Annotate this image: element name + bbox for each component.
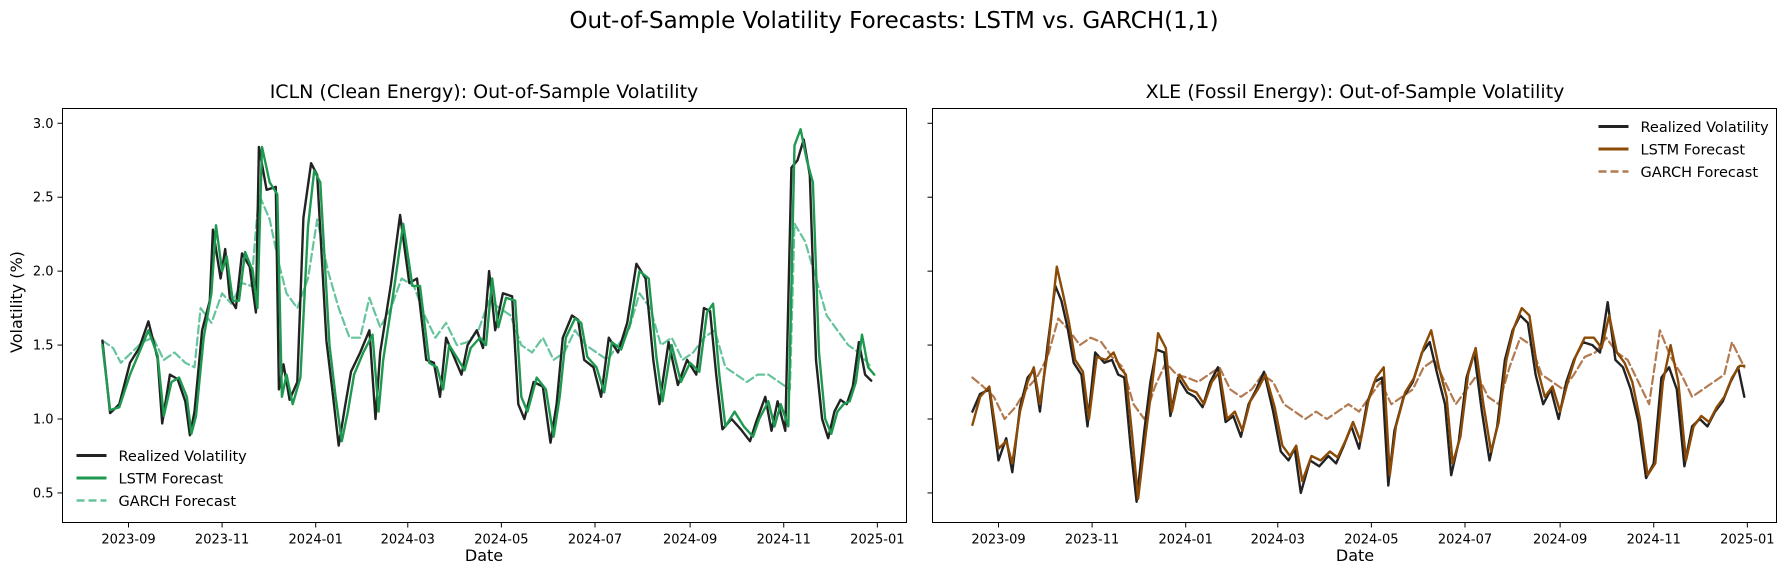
xle-legend-item-lstm-forecast: LSTM Forecast	[1598, 143, 1746, 159]
icln-panel: ICLN (Clean Energy): Out-of-Sample Volat…	[7, 81, 907, 565]
xle-legend: Realized Volatility LSTM Forecast GARCH Fo…	[1598, 120, 1770, 181]
icln-x-tick-label: 2024-03	[381, 533, 435, 548]
icln-y-axis-label: Volatility (%)	[7, 251, 26, 353]
xle-x-axis-label: Date	[1336, 546, 1374, 565]
icln-legend: Realized Volatility LSTM Forecast GARCH Fo…	[76, 449, 248, 510]
icln-garch-forecast-line	[101, 193, 873, 391]
icln-y-tick-label: 1.0	[33, 413, 54, 428]
icln-legend-item-realized-volatility: Realized Volatility	[76, 449, 248, 465]
icln-x-tick-label: 2024-11	[757, 533, 811, 548]
icln-ticks: 0.5 1.0 1.5 2.0 2.5 3.0 2023-09 2023-11 2024-01 2…	[33, 117, 905, 548]
icln-y-tick-label: 2.5	[33, 191, 54, 206]
icln-y-tick-label: 1.5	[33, 339, 54, 354]
icln-x-tick-label: 2024-09	[663, 533, 717, 548]
icln-panel-title: ICLN (Clean Energy): Out-of-Sample Volat…	[270, 81, 699, 103]
figure-title: Out-of-Sample Volatility Forecasts: LSTM…	[569, 8, 1218, 34]
xle-lstm-forecast-line	[971, 265, 1746, 500]
xle-x-tick-label: 2024-07	[1438, 533, 1492, 548]
icln-x-tick-label: 2024-05	[474, 533, 528, 548]
xle-panel: XLE (Fossil Energy): Out-of-Sample Volat…	[927, 81, 1777, 565]
icln-legend-label: Realized Volatility	[119, 449, 248, 465]
xle-x-tick-label: 2024-03	[1251, 533, 1305, 548]
xle-panel-title: XLE (Fossil Energy): Out-of-Sample Volat…	[1146, 81, 1565, 103]
icln-x-tick-label: 2024-01	[289, 533, 343, 548]
xle-x-tick-label: 2024-11	[1627, 533, 1681, 548]
xle-x-tick-label: 2025-01	[1720, 533, 1774, 548]
xle-legend-item-garch-forecast: GARCH Forecast	[1598, 165, 1759, 181]
icln-axes-frame	[62, 108, 907, 523]
icln-y-tick-label: 3.0	[33, 117, 54, 132]
icln-x-tick-label: 2023-09	[101, 533, 155, 548]
xle-x-tick-label: 2024-09	[1533, 533, 1587, 548]
xle-plot-area	[971, 265, 1746, 503]
xle-legend-label: Realized Volatility	[1641, 120, 1770, 136]
icln-y-tick-label: 2.0	[33, 265, 54, 280]
xle-legend-label: GARCH Forecast	[1641, 165, 1759, 181]
icln-lstm-forecast-line	[101, 127, 876, 443]
icln-plot-area	[101, 127, 876, 447]
icln-x-tick-label: 2023-11	[195, 533, 249, 548]
xle-x-tick-label: 2023-09	[971, 533, 1025, 548]
icln-x-axis-label: Date	[465, 546, 503, 565]
xle-x-tick-label: 2023-11	[1065, 533, 1119, 548]
icln-x-tick-label: 2025-01	[850, 533, 904, 548]
xle-x-tick-label: 2024-05	[1344, 533, 1398, 548]
icln-y-tick-label: 0.5	[33, 486, 54, 501]
xle-x-tick-label: 2024-01	[1159, 533, 1213, 548]
icln-legend-item-lstm-forecast: LSTM Forecast	[76, 472, 224, 488]
icln-legend-label: GARCH Forecast	[119, 494, 237, 510]
xle-legend-item-realized-volatility: Realized Volatility	[1598, 120, 1770, 136]
icln-legend-item-garch-forecast: GARCH Forecast	[76, 494, 237, 510]
icln-legend-label: LSTM Forecast	[119, 472, 224, 488]
xle-legend-label: LSTM Forecast	[1641, 143, 1746, 159]
xle-ticks: 2023-09 2023-11 2024-01 2024-03 2024-05 2024-…	[927, 122, 1775, 548]
xle-axes-frame	[932, 108, 1777, 523]
icln-x-tick-label: 2024-07	[568, 533, 622, 548]
